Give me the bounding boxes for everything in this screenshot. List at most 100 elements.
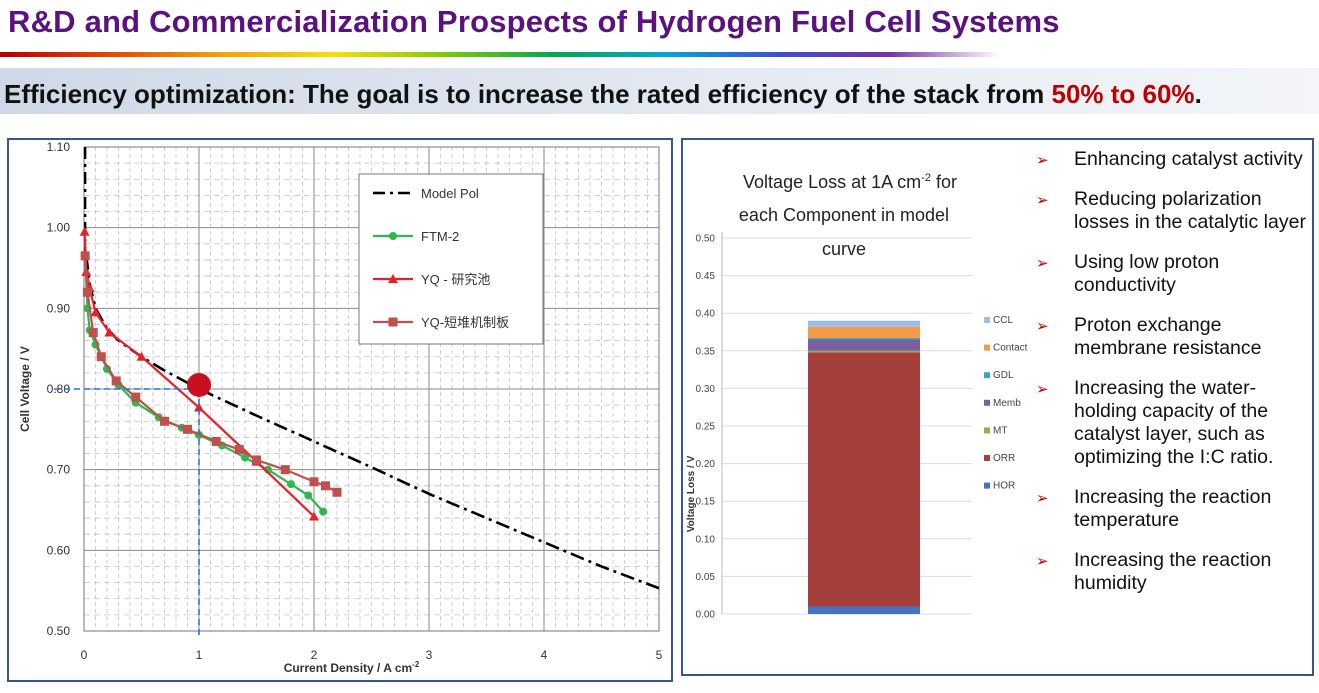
data-point bbox=[319, 507, 328, 516]
legend-label: CCL bbox=[993, 315, 1013, 326]
legend-box bbox=[358, 173, 544, 345]
legend-swatch bbox=[984, 317, 990, 323]
subtitle-end: . bbox=[1194, 79, 1202, 109]
polarization-chart: 0.500.600.700.800.901.001.100 1 2 3 4 5Curren… bbox=[18, 140, 663, 675]
x-tick-label: 0 bbox=[81, 648, 88, 662]
data-point bbox=[96, 352, 106, 362]
bar-segment-mt bbox=[808, 350, 920, 353]
x-tick-label: 5 bbox=[656, 648, 663, 662]
slide-title: R&D and Commercialization Prospects of H… bbox=[8, 4, 1060, 39]
subtitle-bold: Efficiency optimization bbox=[4, 79, 288, 109]
y-tick-label: 0.45 bbox=[696, 271, 716, 282]
y-tick-label: 1.10 bbox=[47, 140, 71, 154]
y-tick-label: 0.90 bbox=[47, 301, 71, 315]
operating-point-marker bbox=[187, 372, 211, 397]
y-tick-label: 0.70 bbox=[47, 463, 71, 477]
bullet-item: ➢ Using low proton conductivity bbox=[1036, 251, 1311, 297]
data-point bbox=[104, 327, 115, 337]
data-point bbox=[111, 376, 121, 386]
data-point bbox=[80, 251, 90, 261]
data-point bbox=[309, 511, 319, 521]
bar-chart-title-line2: each Component in model bbox=[739, 205, 949, 225]
subtitle-band bbox=[0, 68, 1319, 114]
data-point bbox=[211, 436, 221, 446]
legend-marker bbox=[389, 232, 397, 240]
legend-label: HOR bbox=[993, 481, 1015, 492]
legend-swatch bbox=[984, 482, 990, 489]
x-tick-label: 1 bbox=[196, 648, 203, 662]
y-tick-label: 0.10 bbox=[696, 534, 716, 545]
legend-label-1: FTM-2 bbox=[421, 229, 459, 244]
data-point bbox=[304, 491, 313, 500]
data-point bbox=[234, 445, 244, 454]
bullet-arrow-icon: ➢ bbox=[1036, 192, 1049, 209]
data-point bbox=[332, 487, 342, 497]
y-tick-label: 0.35 bbox=[696, 346, 716, 357]
bar-chart-title-line1: Voltage Loss at 1A cm-2 for bbox=[743, 172, 957, 192]
bullet-arrow-icon: ➢ bbox=[1036, 318, 1049, 335]
bar-segment-contact bbox=[808, 326, 920, 339]
bullet-item: ➢ Enhancing catalyst activity bbox=[1036, 148, 1311, 171]
data-point bbox=[280, 465, 290, 475]
series-line-0 bbox=[85, 255, 660, 590]
y-tick-label: 1.00 bbox=[47, 221, 71, 235]
legend-swatch bbox=[984, 399, 990, 406]
y-tick-label: 0.50 bbox=[696, 234, 716, 245]
data-point bbox=[183, 424, 192, 434]
legend-label: ORR bbox=[993, 453, 1015, 464]
bar-chart-title-line3: curve bbox=[822, 239, 866, 259]
y-tick-label: 0.40 bbox=[696, 309, 716, 320]
y-tick-label: 0.25 bbox=[696, 422, 716, 433]
data-point bbox=[309, 477, 319, 487]
legend-marker bbox=[388, 317, 398, 327]
bullet-arrow-icon: ➢ bbox=[1036, 490, 1049, 507]
subtitle: Efficiency optimization: The goal is to … bbox=[4, 79, 1202, 110]
subtitle-text: : The goal is to increase the rated effi… bbox=[287, 79, 1052, 109]
bullet-arrow-icon: ➢ bbox=[1036, 381, 1049, 398]
x-tick-label: 4 bbox=[541, 648, 548, 662]
bar-segment-memb bbox=[808, 339, 920, 351]
data-point bbox=[79, 226, 90, 236]
legend-label: MT bbox=[993, 425, 1007, 436]
legend-swatch bbox=[984, 344, 990, 351]
x-tick-label: 2 bbox=[311, 648, 318, 662]
legend-swatch bbox=[984, 455, 990, 461]
bullet-text: Increasing the water-holding capacity of… bbox=[1074, 377, 1274, 468]
bar-segment-hor bbox=[808, 606, 920, 614]
y-tick-label: 0.05 bbox=[696, 572, 716, 583]
legend-swatch bbox=[984, 372, 990, 379]
legend-marker bbox=[388, 274, 398, 283]
x-axis-label: Current Density / A cm-2 bbox=[284, 660, 420, 675]
bar-segment-ccl bbox=[808, 320, 920, 327]
subtitle-highlight: 50% to 60% bbox=[1051, 79, 1195, 109]
bullet-item: ➢ Increasing the reaction temperature bbox=[1036, 486, 1311, 532]
y-tick-label: 0.50 bbox=[47, 624, 71, 638]
voltage-loss-chart: Voltage Loss at 1A cm-2 for each Componen… bbox=[686, 172, 1028, 621]
data-point bbox=[131, 392, 141, 402]
bullet-arrow-icon: ➢ bbox=[1036, 255, 1049, 272]
y-tick-label: 0.20 bbox=[696, 459, 716, 470]
data-point bbox=[287, 480, 295, 489]
bullet-arrow-icon: ➢ bbox=[1036, 553, 1049, 570]
bullet-item: ➢ Proton exchange membrane resistance bbox=[1036, 314, 1311, 360]
y-tick-label: 0.30 bbox=[696, 384, 716, 395]
legend-label: Memb bbox=[993, 398, 1021, 409]
legend-label-0: Model Pol bbox=[421, 186, 479, 201]
data-point bbox=[194, 402, 204, 412]
bullet-arrow-icon: ➢ bbox=[1036, 152, 1049, 169]
series-line-3 bbox=[84, 255, 338, 494]
legend-label: GDL bbox=[993, 370, 1014, 381]
y-axis-label: Voltage Loss / V bbox=[686, 455, 697, 532]
legend-label-3: YQ-短堆机制板 bbox=[421, 315, 509, 330]
data-point bbox=[90, 307, 101, 317]
y-tick-label: 0.00 bbox=[696, 610, 716, 621]
bullet-text: Enhancing catalyst activity bbox=[1074, 148, 1303, 170]
polarization-chart-panel bbox=[7, 138, 673, 682]
bullet-text: Increasing the reaction humidity bbox=[1074, 549, 1272, 594]
x-tick-label: 3 bbox=[426, 648, 433, 662]
bullet-text: Using low proton conductivity bbox=[1074, 251, 1220, 296]
bullet-text: Increasing the reaction temperature bbox=[1074, 486, 1272, 531]
bullet-item: ➢ Increasing the reaction humidity bbox=[1036, 549, 1311, 595]
bar-segment-orr bbox=[808, 352, 920, 607]
data-point bbox=[160, 416, 169, 426]
